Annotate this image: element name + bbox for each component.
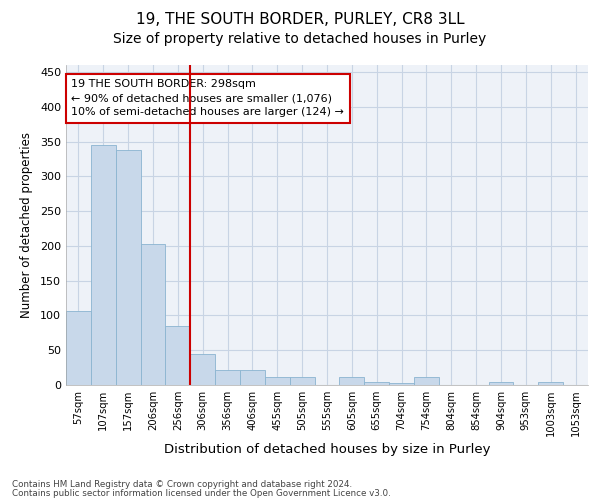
Bar <box>116 150 140 385</box>
Bar <box>414 378 439 385</box>
Bar <box>91 145 116 385</box>
Bar <box>190 354 215 385</box>
Text: Size of property relative to detached houses in Purley: Size of property relative to detached ho… <box>113 32 487 46</box>
Bar <box>265 378 290 385</box>
Text: 19, THE SOUTH BORDER, PURLEY, CR8 3LL: 19, THE SOUTH BORDER, PURLEY, CR8 3LL <box>136 12 464 28</box>
Text: 19 THE SOUTH BORDER: 298sqm
← 90% of detached houses are smaller (1,076)
10% of : 19 THE SOUTH BORDER: 298sqm ← 90% of det… <box>71 80 344 118</box>
Text: Contains HM Land Registry data © Crown copyright and database right 2024.: Contains HM Land Registry data © Crown c… <box>12 480 352 489</box>
Bar <box>140 244 166 385</box>
Bar <box>340 378 364 385</box>
Y-axis label: Number of detached properties: Number of detached properties <box>20 132 33 318</box>
Bar <box>389 383 414 385</box>
Bar <box>240 370 265 385</box>
Text: Contains public sector information licensed under the Open Government Licence v3: Contains public sector information licen… <box>12 489 391 498</box>
Bar <box>538 382 563 385</box>
Bar <box>364 382 389 385</box>
Bar <box>166 326 190 385</box>
Bar <box>290 378 314 385</box>
Bar <box>488 382 514 385</box>
X-axis label: Distribution of detached houses by size in Purley: Distribution of detached houses by size … <box>164 444 490 456</box>
Bar <box>66 310 91 385</box>
Bar <box>215 370 240 385</box>
